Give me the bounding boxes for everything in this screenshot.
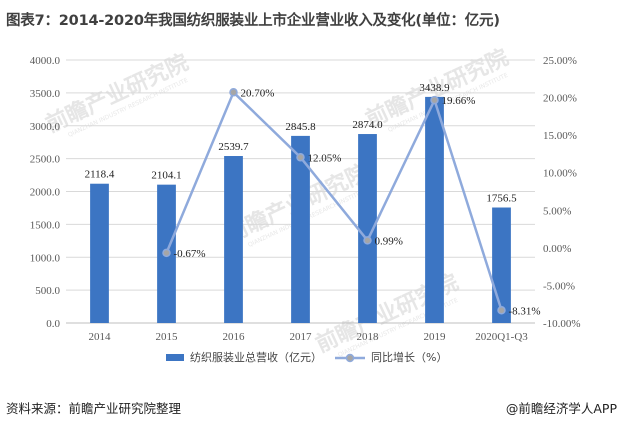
growth-point <box>363 236 372 245</box>
y-right-tick-label: 25.00% <box>543 55 577 67</box>
growth-value-label: 19.66% <box>442 95 476 107</box>
bar-value-label: 1756.5 <box>486 193 517 205</box>
y-left-tick-label: 0.0 <box>46 318 60 330</box>
growth-line <box>165 91 503 311</box>
y-left-tick-label: 3500.0 <box>30 88 61 100</box>
bar <box>358 134 377 323</box>
y-left-tick-label: 1500.0 <box>30 219 61 231</box>
growth-value-label: 0.99% <box>375 235 403 247</box>
growth-value-label: -8.31% <box>509 305 541 317</box>
bar-value-label: 2118.4 <box>85 169 115 181</box>
page-title: 图表7：2014-2020年我国纺织服装业上市企业营业收入及变化(单位：亿元) <box>6 13 500 29</box>
y-left-tick-label: 2000.0 <box>30 187 61 199</box>
growth-point <box>430 95 439 105</box>
bar <box>90 183 109 323</box>
growth-value-label: 20.70% <box>241 87 275 99</box>
bar-value-label: 2539.7 <box>218 141 249 153</box>
x-tick-label: 2015 <box>156 331 179 343</box>
y-left-tick-label: 4000.0 <box>30 55 61 67</box>
chart-container: 前瞻产业研究院 QIANZHAN INDUSTRY RESEARCH INSTIT… <box>0 40 623 376</box>
x-tick-label: 2018 <box>357 331 380 343</box>
growth-point <box>229 88 238 97</box>
y-right-tick-label: 0.00% <box>543 243 571 255</box>
legend-label-bar: 纺织服装业总营收（亿元） <box>190 350 322 364</box>
growth-point <box>497 306 506 315</box>
y-left-tick-label: 3000.0 <box>30 121 61 133</box>
bar <box>224 156 243 323</box>
legend-swatch-marker <box>345 353 355 363</box>
y-right-tick-label: 5.00% <box>543 205 571 217</box>
legend-swatch-bar <box>166 354 184 361</box>
y-right-tick-label: 15.00% <box>543 130 577 142</box>
bar-value-label: 2874.0 <box>352 119 383 131</box>
source-note: 资料来源：前瞻产业研究院整理 <box>6 401 182 416</box>
y-right-tick-label: -5.00% <box>543 280 575 292</box>
bar-value-label: 2104.1 <box>151 170 181 182</box>
bar <box>291 135 310 323</box>
y-right-tick-label: -10.00% <box>543 318 581 330</box>
y-left-tick-label: 2500.0 <box>30 154 61 166</box>
legend-label-line: 同比增长（%） <box>371 350 447 364</box>
bar-value-label: 2845.8 <box>285 121 316 133</box>
brand-credit: @前瞻经济学人APP <box>506 398 617 417</box>
growth-point <box>162 248 171 258</box>
growth-value-label: 12.05% <box>308 152 342 164</box>
bar-value-label: 3438.9 <box>419 82 450 94</box>
x-tick-label: 2017 <box>290 331 313 343</box>
y-right-tick-label: 20.00% <box>543 93 577 105</box>
x-tick-label: 2014 <box>89 331 112 343</box>
growth-value-label: -0.67% <box>174 248 206 260</box>
y-right-tick-label: 10.00% <box>543 168 577 180</box>
x-tick-label: 2016 <box>223 331 246 343</box>
watermark-text: 前瞻产业研究院 <box>42 49 193 138</box>
growth-point <box>296 153 305 162</box>
y-left-tick-label: 1000.0 <box>30 252 61 264</box>
bar <box>425 96 444 323</box>
x-tick-label: 2020Q1-Q3 <box>475 331 528 343</box>
brand-text: @前瞻经济学人APP <box>505 401 617 416</box>
y-left-tick-label: 500.0 <box>35 285 60 297</box>
x-tick-label: 2019 <box>424 331 447 343</box>
